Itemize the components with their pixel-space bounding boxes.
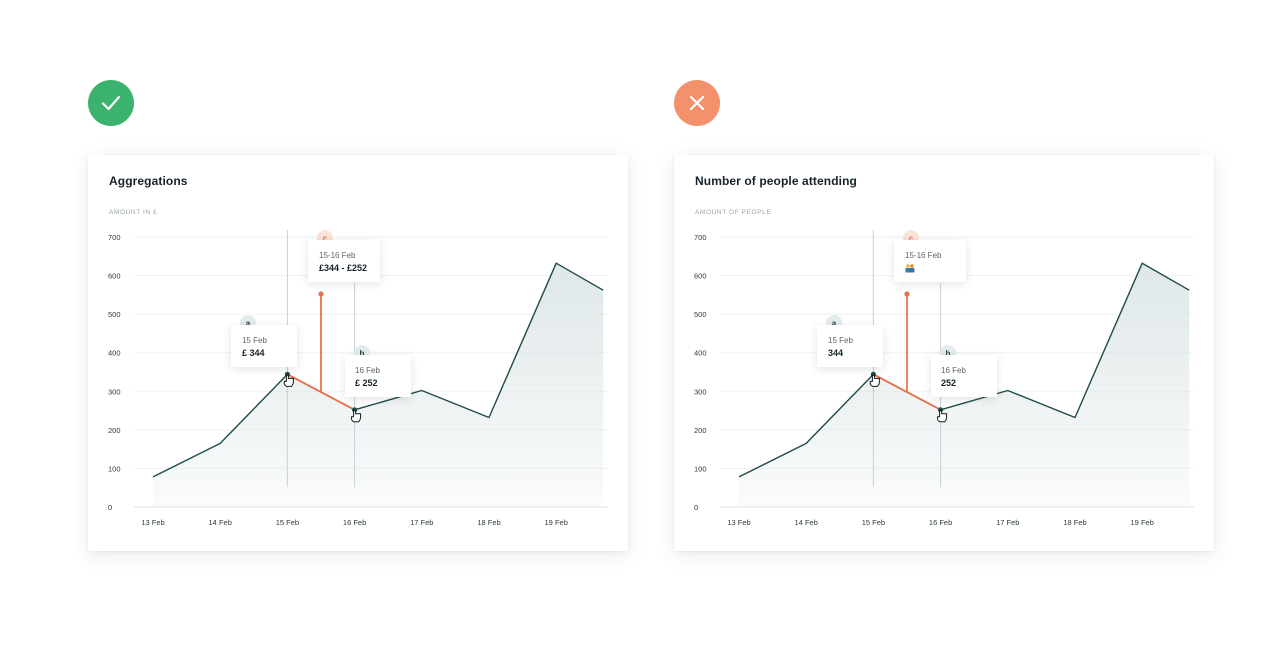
x-tick-label: 15 Feb [276,518,299,527]
tooltip-date: 15-16 Feb [905,251,942,260]
series-line [152,262,604,478]
tooltip-date: 15 Feb [242,336,267,345]
area-chart: 0 100 200 300 400 500 600 700 13 Feb 14 Feb 15 Feb… [108,230,608,527]
tooltip-value: £344 - £252 [319,263,368,273]
rejected-badge [674,80,720,126]
y-tick-label: 700 [108,233,121,242]
x-tick-label: 19 Feb [1131,518,1154,527]
x-tick-label: 14 Feb [795,518,818,527]
people-emoji-icon [905,264,915,273]
y-tick-label: 300 [694,387,707,396]
y-tick-label: 400 [694,349,707,358]
tooltip-value: £ 252 [355,378,378,388]
chart-card-good: Aggregations AMOUNT IN £ 0 100 200 300 400 50… [88,155,628,551]
area-chart: 0 100 200 300 400 500 600 700 13 Feb 14 Feb 15 Feb… [694,230,1194,527]
y-tick-label: 600 [108,272,121,281]
y-tick-label: 200 [108,426,121,435]
tooltip-a: 15 Feb £ 344 [231,325,297,367]
area-fill [739,263,1190,507]
tooltip-date: 16 Feb [355,366,380,375]
y-tick-label: 0 [108,503,112,512]
chart-title: Aggregations [109,174,188,188]
x-tick-label: 18 Feb [1063,518,1086,527]
y-tick-label: 100 [694,464,707,473]
y-tick-label: 200 [694,426,707,435]
chart-card-bad: Number of people attending AMOUNT OF PEO… [674,155,1214,551]
x-tick-label: 14 Feb [209,518,232,527]
y-tick-label: 400 [108,349,121,358]
y-tick-label: 0 [694,503,698,512]
area-fill [153,263,604,507]
x-tick-label: 13 Feb [727,518,750,527]
y-tick-label: 500 [108,310,121,319]
tooltip-date: 15-16 Feb [319,251,356,260]
tooltip-b: 16 Feb £ 252 [345,355,411,397]
y-axis-caption: AMOUNT IN £ [109,209,158,216]
range-point [318,291,324,297]
chart-title: Number of people attending [695,174,857,188]
tooltip-date: 16 Feb [941,366,966,375]
tooltip-c: 15-16 Feb £344 - £252 [308,240,380,282]
x-tick-label: 17 Feb [410,518,433,527]
tooltip-b: 16 Feb 252 [931,355,997,397]
cursor-hand-icon [283,374,294,387]
x-tick-label: 17 Feb [996,518,1019,527]
series-line [738,262,1190,478]
y-tick-label: 300 [108,387,121,396]
x-tick-label: 18 Feb [477,518,500,527]
tooltip-a: 15 Feb 344 [817,325,883,367]
y-tick-label: 500 [694,310,707,319]
tooltip-c: 15-16 Feb [894,240,966,282]
tooltip-value: £ 344 [242,348,265,358]
range-point [904,291,910,297]
x-tick-label: 16 Feb [929,518,952,527]
cursor-hand-icon [936,410,948,423]
x-tick-label: 16 Feb [343,518,366,527]
close-icon [689,95,705,111]
cursor-hand-icon [350,410,362,423]
x-tick-label: 13 Feb [141,518,164,527]
x-tick-label: 15 Feb [862,518,885,527]
tooltip-value: 344 [828,348,844,358]
cursor-hand-icon [869,374,880,387]
y-tick-label: 700 [694,233,707,242]
check-icon [101,95,121,111]
y-tick-label: 100 [108,464,121,473]
tooltip-value: 252 [941,378,957,388]
y-axis-caption: AMOUNT OF PEOPLE [695,209,772,216]
x-tick-label: 19 Feb [545,518,568,527]
approved-badge [88,80,134,126]
tooltip-date: 15 Feb [828,336,853,345]
y-tick-label: 600 [694,272,707,281]
